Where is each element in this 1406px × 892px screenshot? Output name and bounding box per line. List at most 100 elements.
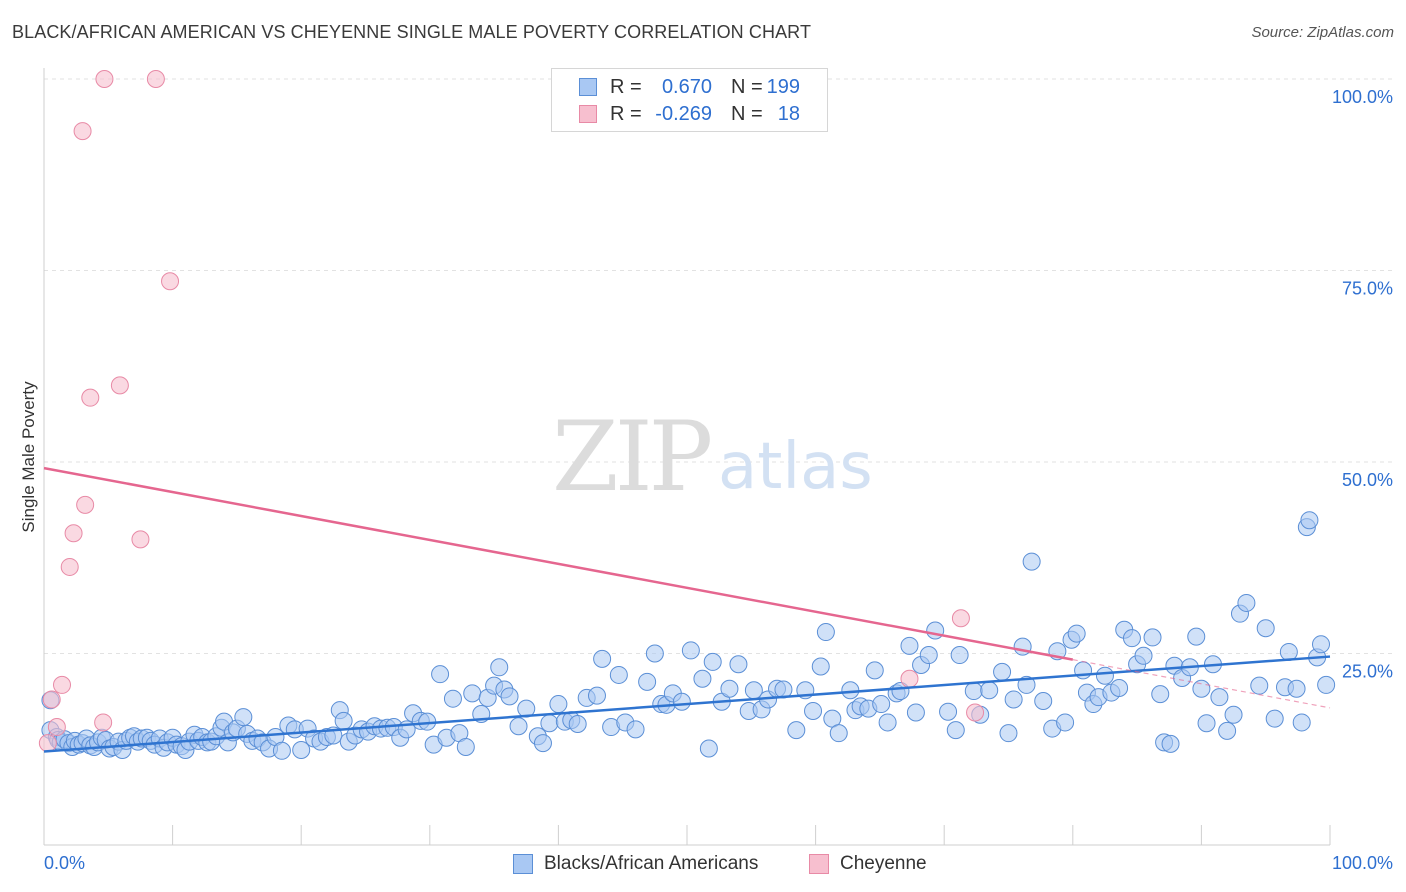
trend-lines	[43, 466, 1331, 753]
point-cheyenne	[53, 675, 72, 694]
pink-swatch	[579, 105, 597, 123]
point-blacks	[1300, 511, 1319, 530]
data-points	[38, 70, 1336, 760]
point-blacks	[787, 721, 806, 740]
point-blacks	[1004, 690, 1023, 709]
point-blacks	[681, 641, 700, 660]
point-cheyenne	[146, 70, 165, 88]
y-tick-label: 100.0%	[1332, 87, 1393, 107]
point-cheyenne	[966, 703, 985, 722]
point-blacks	[443, 689, 462, 708]
point-blacks	[1237, 593, 1256, 612]
point-blacks	[549, 695, 568, 714]
point-blacks	[638, 672, 657, 691]
point-blacks	[1151, 685, 1170, 704]
blue-swatch	[513, 854, 533, 874]
point-blacks	[593, 649, 612, 668]
point-blacks	[609, 665, 628, 684]
r-value: -0.269	[655, 103, 712, 125]
point-blacks	[1134, 646, 1153, 665]
point-blacks	[509, 717, 528, 736]
point-blacks	[693, 669, 712, 688]
point-blacks	[950, 646, 969, 665]
legend-label-cheyenne: Cheyenne	[840, 853, 927, 874]
watermark-atlas: atlas	[718, 430, 873, 504]
point-blacks	[1265, 709, 1284, 728]
source-label: Source: ZipAtlas.com	[1251, 24, 1394, 41]
point-blacks	[490, 658, 509, 677]
point-blacks	[1110, 678, 1129, 697]
point-blacks	[1022, 552, 1041, 571]
correlation-legend: R = 0.670 N = 199 R = -0.269 N = 18	[551, 68, 828, 132]
n-label: N =	[731, 103, 763, 125]
point-blacks	[645, 644, 664, 663]
point-cheyenne	[81, 388, 100, 407]
point-blacks	[540, 714, 559, 733]
n-label: N =	[731, 76, 763, 98]
point-cheyenne	[900, 669, 919, 688]
point-blacks	[672, 692, 691, 711]
legend-row-cheyenne: R = -0.269 N = 18	[552, 101, 827, 127]
watermark-zip: ZIP	[552, 401, 711, 513]
point-cheyenne	[110, 376, 129, 395]
point-blacks	[699, 739, 718, 758]
y-tick-label: 25.0%	[1342, 662, 1393, 682]
point-blacks	[1056, 713, 1075, 732]
point-blacks	[926, 621, 945, 640]
r-label: R =	[610, 103, 642, 125]
point-blacks	[292, 741, 311, 760]
point-blacks	[993, 662, 1012, 681]
point-blacks	[1122, 629, 1141, 648]
point-blacks	[811, 657, 830, 676]
legend-label-blacks: Blacks/African Americans	[544, 853, 759, 874]
point-blacks	[463, 684, 482, 703]
x-tick-label-left: 0.0%	[44, 853, 85, 873]
point-blacks	[334, 711, 353, 730]
trendline-blacks	[43, 655, 1331, 753]
point-blacks	[587, 686, 606, 705]
point-blacks	[1095, 666, 1114, 685]
point-blacks	[980, 681, 999, 700]
point-blacks	[1317, 675, 1336, 694]
point-blacks	[1218, 721, 1237, 740]
point-cheyenne	[161, 272, 180, 291]
point-blacks	[1287, 679, 1306, 698]
point-blacks	[1067, 624, 1086, 643]
point-blacks	[999, 724, 1018, 743]
point-blacks	[431, 665, 450, 684]
n-value: 18	[777, 103, 800, 125]
point-cheyenne	[38, 734, 57, 753]
point-cheyenne	[76, 495, 95, 514]
x-tick-label-right: 100.0%	[1332, 853, 1393, 873]
y-tick-label: 75.0%	[1342, 279, 1393, 299]
point-blacks	[919, 646, 938, 665]
point-blacks	[906, 703, 925, 722]
point-blacks	[272, 741, 291, 760]
n-value: 199	[766, 76, 800, 98]
point-blacks	[456, 737, 475, 756]
point-blacks	[872, 695, 891, 714]
point-blacks	[900, 636, 919, 655]
y-tick-label: 50.0%	[1342, 470, 1393, 490]
trendline-cheyenne	[43, 466, 1074, 661]
point-blacks	[568, 714, 587, 733]
point-blacks	[865, 661, 884, 680]
axes	[43, 68, 1331, 846]
point-blacks	[703, 652, 722, 671]
point-cheyenne	[131, 530, 150, 549]
point-blacks	[1197, 714, 1216, 733]
point-cheyenne	[73, 122, 92, 141]
y-tick-labels: 25.0% 50.0% 75.0% 100.0%	[1332, 87, 1393, 682]
point-blacks	[878, 713, 897, 732]
y-axis-label: Single Male Poverty	[19, 381, 38, 533]
point-blacks	[804, 701, 823, 720]
gridlines	[44, 78, 1393, 654]
point-blacks	[234, 708, 253, 727]
point-blacks	[964, 682, 983, 701]
pink-swatch	[809, 854, 829, 874]
point-blacks	[626, 720, 645, 739]
point-blacks	[1210, 688, 1229, 707]
blue-swatch	[579, 78, 597, 96]
point-cheyenne	[60, 557, 79, 576]
